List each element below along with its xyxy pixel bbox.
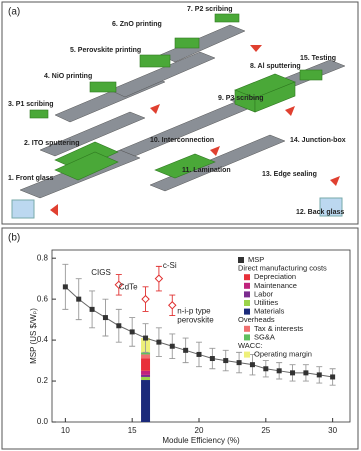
- step-label: 9. P3 scribing: [218, 95, 264, 102]
- legend-header: Direct manufacturing costs: [238, 264, 327, 273]
- stack-segment: [141, 352, 151, 355]
- stack-segment: [141, 370, 151, 375]
- step-label: 14. Junction-box: [290, 137, 346, 144]
- legend-swatch: [244, 325, 250, 332]
- point: [141, 294, 150, 304]
- legend-swatch: [238, 257, 244, 263]
- step-label: 7. P2 scribing: [187, 6, 233, 13]
- legend-swatch: [244, 291, 250, 298]
- point-label: n-i-p type perovskite: [177, 306, 214, 324]
- point: [236, 360, 242, 366]
- stack-segment: [141, 374, 151, 377]
- point-label: c-Si: [163, 261, 177, 270]
- legend-label: Maintenance: [254, 281, 297, 290]
- point: [276, 368, 282, 374]
- step-label: 3. P1 scribing: [8, 101, 54, 108]
- legend-swatch: [244, 351, 250, 358]
- stack-segment: [141, 358, 151, 371]
- step-label: 6. ZnO printing: [112, 21, 162, 28]
- point: [263, 366, 269, 372]
- x-axis-label: Module Efficiency (%): [162, 436, 240, 445]
- legend-swatch: [244, 274, 250, 281]
- x-tick-label: 30: [328, 426, 337, 435]
- stack-segment: [141, 354, 151, 359]
- legend-label: MSP: [248, 255, 264, 264]
- legend-label: Materials: [254, 307, 285, 316]
- legend-label: Labor: [254, 289, 274, 298]
- point: [249, 362, 255, 368]
- point: [143, 335, 149, 341]
- back-glass: [319, 197, 343, 217]
- point: [183, 347, 189, 353]
- point: [156, 339, 162, 345]
- step-label: 2. ITO sputtering: [24, 140, 80, 147]
- point: [223, 358, 229, 364]
- legend-header: Overheads: [238, 315, 275, 324]
- panel-a: (a) 1. Front glass 2. ITO sputtering 3. …: [1, 1, 359, 225]
- point: [116, 323, 122, 329]
- legend-swatch: [244, 282, 250, 289]
- legend-label: Operating margin: [254, 350, 312, 359]
- point: [102, 315, 108, 321]
- stack-segment: [141, 376, 151, 381]
- step-label: 15. Testing: [300, 55, 336, 62]
- point: [290, 370, 296, 376]
- step-label: 1. Front glass: [8, 175, 54, 182]
- y-tick-label: 0.6: [37, 294, 49, 303]
- point: [168, 301, 177, 310]
- y-axis-label: MSP (US $/Wₚ): [29, 308, 38, 364]
- panel-b: (b) 0.0 0.2 0.4 0.6 0.8 10 15 20 25 30 Module Effic…: [1, 227, 359, 450]
- point: [316, 372, 322, 378]
- legend-label: SG&A: [254, 332, 275, 341]
- point: [196, 351, 202, 357]
- point: [129, 329, 135, 335]
- y-tick-label: 0.0: [37, 417, 49, 426]
- point: [154, 274, 164, 283]
- step-label: 11. Lamination: [182, 167, 231, 174]
- legend-label: Tax & interests: [254, 324, 303, 333]
- front-glass: [11, 199, 35, 219]
- point: [303, 370, 309, 376]
- panel-label: (a): [8, 7, 20, 18]
- machines: [29, 13, 323, 181]
- stack-segment: [141, 380, 151, 422]
- point-label: CdTe: [119, 282, 138, 291]
- panel-label: (b): [8, 233, 20, 244]
- point: [114, 280, 124, 290]
- point: [330, 374, 336, 380]
- y-tick-label: 0.4: [37, 335, 49, 344]
- legend-swatch: [244, 334, 250, 341]
- x-tick-label: 25: [261, 426, 270, 435]
- x-tick-label: 20: [195, 426, 204, 435]
- point-label: CIGS: [91, 268, 111, 277]
- step-label: 5. Perovskite printing: [70, 47, 141, 54]
- point: [76, 296, 82, 302]
- x-tick-label: 15: [128, 426, 137, 435]
- point: [169, 343, 175, 349]
- step-label: 8. Al sputtering: [250, 63, 301, 70]
- y-tick-label: 0.8: [37, 253, 49, 262]
- legend-swatch: [244, 308, 250, 315]
- legend-header: WACC:: [238, 341, 263, 350]
- step-label: 10. Interconnection: [150, 137, 214, 144]
- step-label: 13. Edge sealing: [262, 171, 317, 178]
- x-tick-label: 10: [61, 426, 70, 435]
- point: [62, 284, 68, 290]
- legend-swatch: [244, 300, 250, 306]
- arrows: [50, 45, 340, 216]
- point: [209, 356, 215, 362]
- panel-frame: [1, 227, 359, 450]
- step-label: 4. NiO printing: [44, 73, 92, 80]
- point: [89, 306, 95, 312]
- plot-frame: [51, 249, 351, 423]
- step-label: 12. Back glass: [296, 209, 344, 216]
- y-tick-label: 0.2: [37, 376, 49, 385]
- legend-label: Depreciation: [254, 272, 296, 281]
- legend-label: Utilities: [254, 298, 278, 307]
